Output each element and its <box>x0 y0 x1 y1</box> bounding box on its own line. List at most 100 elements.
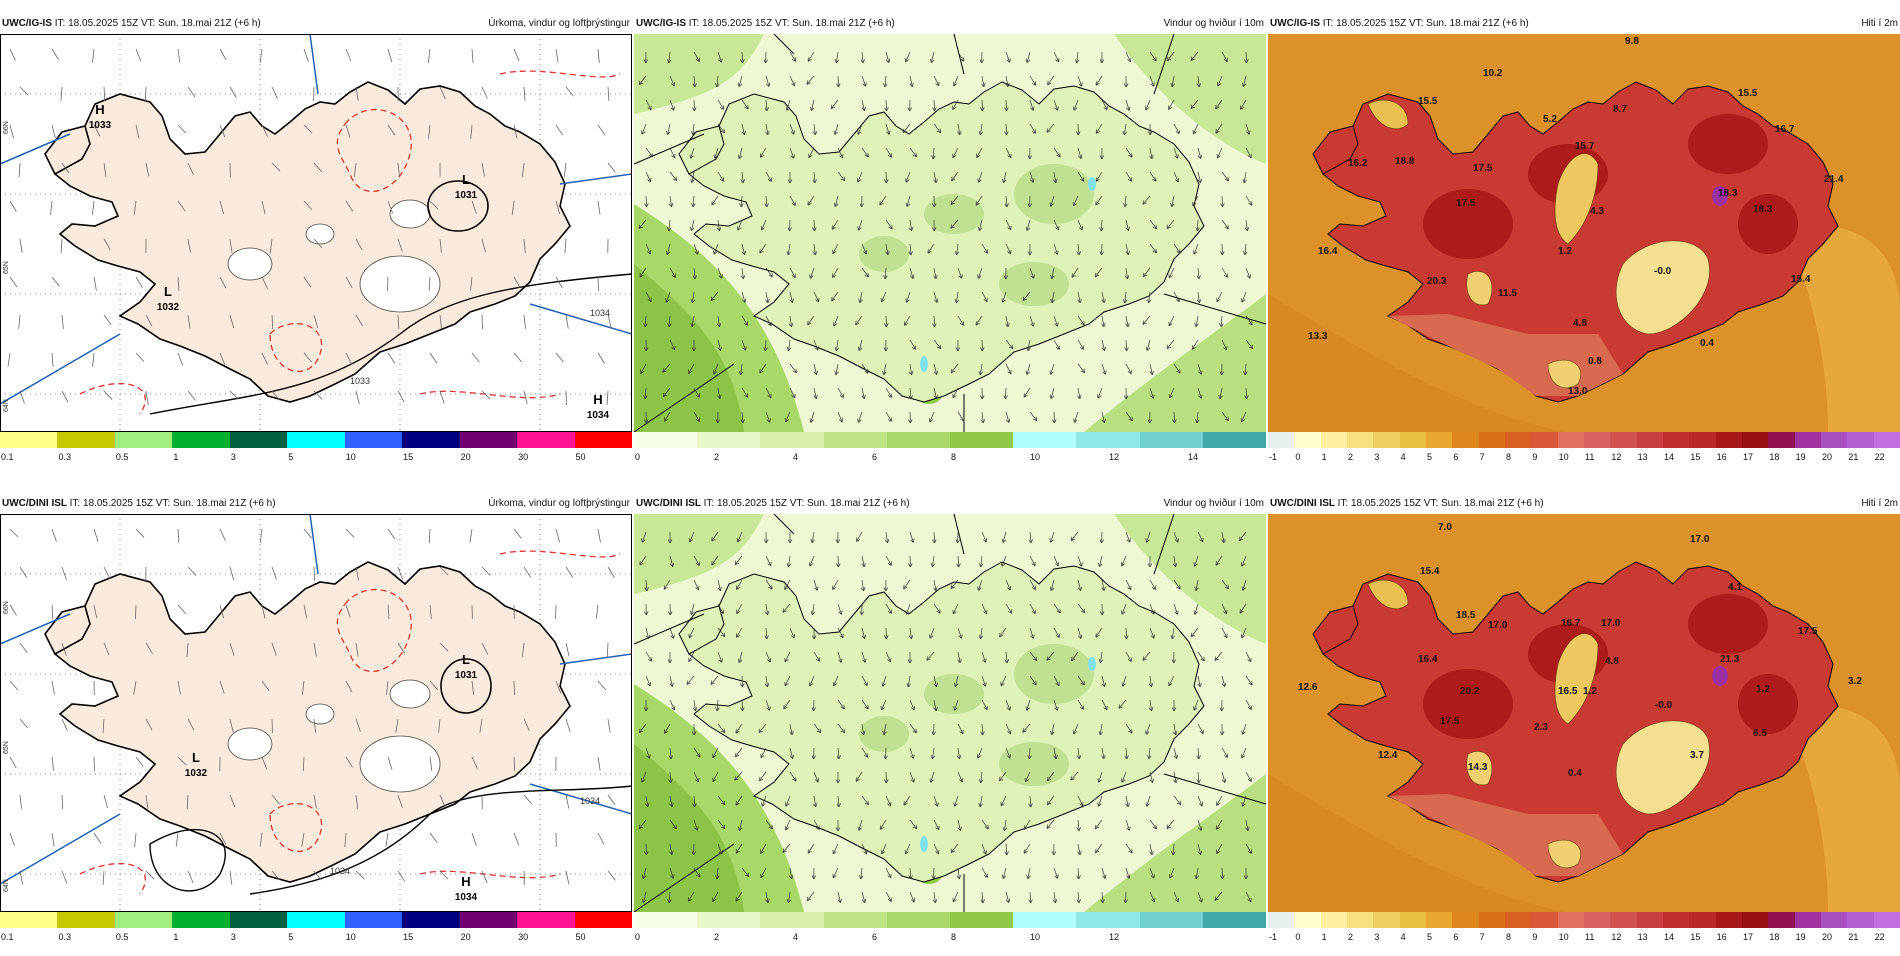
temperature-label: 16.5 <box>1558 686 1578 697</box>
latitude-label: 65N <box>3 741 10 754</box>
panel-title: Úrkoma, vindur og loftþrýstingur <box>488 17 630 31</box>
latitude-label: 64N <box>3 879 10 892</box>
colorbar-tick-label: 8 <box>1506 932 1511 942</box>
isobar-label: 1034 <box>330 866 350 876</box>
temperature-label: 17.5 <box>1473 163 1493 174</box>
colorbar-swatch <box>1140 912 1204 928</box>
colorbar-tick-label: 8 <box>951 932 956 942</box>
temperature-label: 0.4 <box>1700 338 1714 349</box>
latitude-label: 66N <box>3 121 10 134</box>
colorbar-swatch <box>1558 432 1585 448</box>
temperature-label: 12.4 <box>1378 750 1398 761</box>
colorbar-swatch <box>1505 912 1532 928</box>
colorbar-tick-label: 10 <box>1030 452 1040 462</box>
colorbar-swatch <box>1373 912 1400 928</box>
colorbar-swatch <box>1768 432 1795 448</box>
temperature-label: 16.7 <box>1775 124 1795 135</box>
colorbar-swatch <box>1716 912 1743 928</box>
colorbar-swatch <box>887 432 951 448</box>
pressure-value: 1032 <box>185 768 208 779</box>
colorbar-tick-label: 2 <box>1348 452 1353 462</box>
colorbar-swatch <box>1268 912 1295 928</box>
colorbar-swatch <box>950 432 1014 448</box>
temperature-label: 1.2 <box>1756 684 1770 695</box>
temperature-label: 16.7 <box>1561 618 1581 629</box>
colorbar-tick-label: 19 <box>1796 932 1806 942</box>
model-name: UWC/DINI ISL <box>1270 498 1335 509</box>
colorbar-tick-label: 50 <box>576 452 586 462</box>
wind-map-canvas[interactable] <box>634 514 1266 912</box>
panel-header: UWC/DINI ISL IT: 18.05.2025 15Z VT: Sun.… <box>634 494 1266 514</box>
temperature-label: 11.5 <box>1498 288 1517 299</box>
colorbar-swatch <box>575 912 633 928</box>
colorbar-tick-label: 0 <box>635 932 640 942</box>
panel-title: Hiti í 2m <box>1861 497 1898 511</box>
temperature-label: 14.3 <box>1468 762 1488 773</box>
colorbar-tick-label: 6 <box>872 932 877 942</box>
pressure-center-letter: H <box>461 874 470 889</box>
colorbar-swatch <box>887 912 951 928</box>
colorbar-tick-label: 15 <box>403 932 413 942</box>
colorbar-swatch <box>1400 432 1427 448</box>
colorbar-tick-label: 0.1 <box>1 452 14 462</box>
colorbar-swatch <box>1294 912 1321 928</box>
colorbar-tick-label: 9 <box>1532 452 1537 462</box>
wind-map-canvas[interactable] <box>634 34 1266 432</box>
temperature-label: 15.5 <box>1418 96 1438 107</box>
colorbar-tick-label: 20 <box>1822 452 1832 462</box>
colorbar-swatch <box>1479 432 1506 448</box>
panel-title: Hiti í 2m <box>1861 17 1898 31</box>
temp-panel-dini: UWC/DINI ISL IT: 18.05.2025 15Z VT: Sun.… <box>1268 494 1900 956</box>
model-name: UWC/DINI ISL <box>636 498 701 509</box>
colorbar-swatch <box>1347 432 1374 448</box>
colorbar-tick-label: 12 <box>1611 452 1621 462</box>
wind-map[interactable] <box>634 514 1266 912</box>
pressure-value: 1031 <box>455 190 478 201</box>
isobar-label: 1034 <box>590 308 610 318</box>
pressure-center-letter: H <box>95 102 104 117</box>
colorbar-tick-label: 20 <box>461 452 471 462</box>
temperature-label: 15.4 <box>1420 566 1440 577</box>
colorbar-swatch <box>1874 432 1900 448</box>
temperature-label: 12.6 <box>1298 682 1318 693</box>
wind-map[interactable] <box>634 34 1266 432</box>
temperature-label: 21.4 <box>1824 174 1844 185</box>
colorbar-tick-label: 4 <box>1401 452 1406 462</box>
temperature-label: 16.4 <box>1418 654 1438 665</box>
model-name: UWC/DINI ISL <box>2 498 67 509</box>
pressure-center-letter: H <box>593 392 602 407</box>
colorbar-swatch <box>1821 432 1848 448</box>
run-info: IT: 18.05.2025 15Z VT: Sun. 18.mai 21Z (… <box>704 498 910 509</box>
colorbar-tick-label: 0.5 <box>116 932 129 942</box>
colorbar-swatch <box>824 912 888 928</box>
colorbar-swatch <box>1637 912 1664 928</box>
colorbar-swatch <box>115 432 173 448</box>
colorbar-swatch <box>1505 432 1532 448</box>
pressure-center-letter: L <box>192 750 200 765</box>
temperature-label: 4.3 <box>1590 206 1604 217</box>
colorbar-swatch <box>1321 432 1348 448</box>
colorbar-tick-label: 6 <box>1453 452 1458 462</box>
isobar-label: 1034 <box>580 796 600 806</box>
colorbar-swatch <box>402 912 460 928</box>
colorbar-swatch <box>1426 432 1453 448</box>
colorbar-tick-label: 22 <box>1875 452 1885 462</box>
temperature-label: -0.0 <box>1654 266 1672 277</box>
colorbar-swatch <box>1663 432 1690 448</box>
temperature-label: 9.8 <box>1625 36 1639 47</box>
colorbar-tick-label: 4 <box>1401 932 1406 942</box>
colorbar-tick-label: 4 <box>793 452 798 462</box>
temperature-label: 8.7 <box>1613 104 1627 115</box>
colorbar-tick-label: 17 <box>1743 932 1753 942</box>
colorbar-tick-label: 9 <box>1532 932 1537 942</box>
colorbar-tick-label: -1 <box>1269 452 1277 462</box>
